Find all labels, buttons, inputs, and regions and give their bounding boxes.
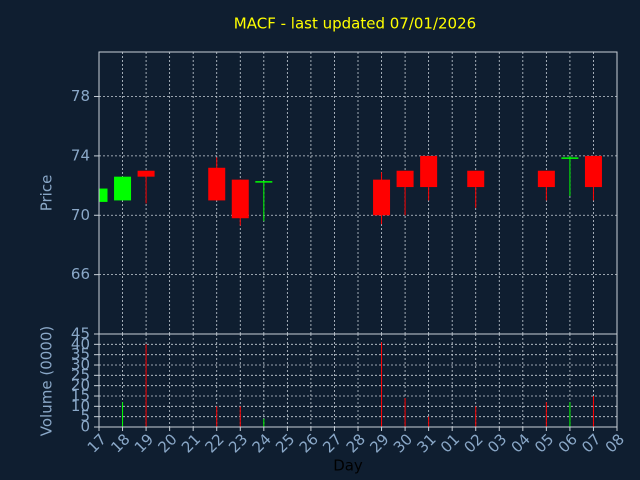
volume-bar [404,398,406,427]
y-tick-label: 78 [71,87,90,105]
x-axis-label: Day [333,457,363,475]
candle-body [396,170,414,188]
volume-bar [545,402,547,427]
candle-body [99,188,108,202]
y-tick-label: 40 [71,335,90,353]
candle-body [114,176,132,201]
y-tick-label: 66 [71,265,90,283]
candle-body [137,170,155,177]
volume-bar [145,344,147,427]
volume-bar [216,406,218,427]
volume-bar [381,342,383,427]
volume-bar [475,406,477,427]
y-tick-label: 70 [71,206,90,224]
y-tick-label: 15 [71,387,90,405]
candle-body [537,170,555,188]
y-axis-label: Price [38,175,56,212]
candle-body [467,170,485,188]
y-tick-label: 74 [71,146,90,164]
y-tick-label: 45 [71,325,90,343]
plot-frame [98,333,618,428]
candle-body [231,179,249,219]
y-tick-label: 20 [71,376,90,394]
chart-title: MACF - last updated 07/01/2026 [234,15,476,33]
y-tick-label: 35 [71,345,90,363]
candle-body [584,155,602,188]
volume-bar [263,418,265,427]
y-tick-label: 25 [71,366,90,384]
volume-bar [592,396,594,427]
y-tick-label: 30 [71,356,90,374]
volume-panel [99,334,617,427]
y-tick-label: 0 [80,418,90,436]
candle-body [255,181,273,183]
candle-body [208,167,226,201]
volume-bar [569,402,571,427]
y-tick-label: 10 [71,397,90,415]
y-axis-label: Volume (0000) [38,326,56,436]
candle-body [373,179,391,216]
volume-bar [239,406,241,427]
price-panel [99,52,617,334]
candle-body [561,157,579,159]
y-tick-label: 5 [80,407,90,425]
volume-bar [428,416,430,427]
volume-bar [122,402,124,427]
candle-body [420,155,438,188]
